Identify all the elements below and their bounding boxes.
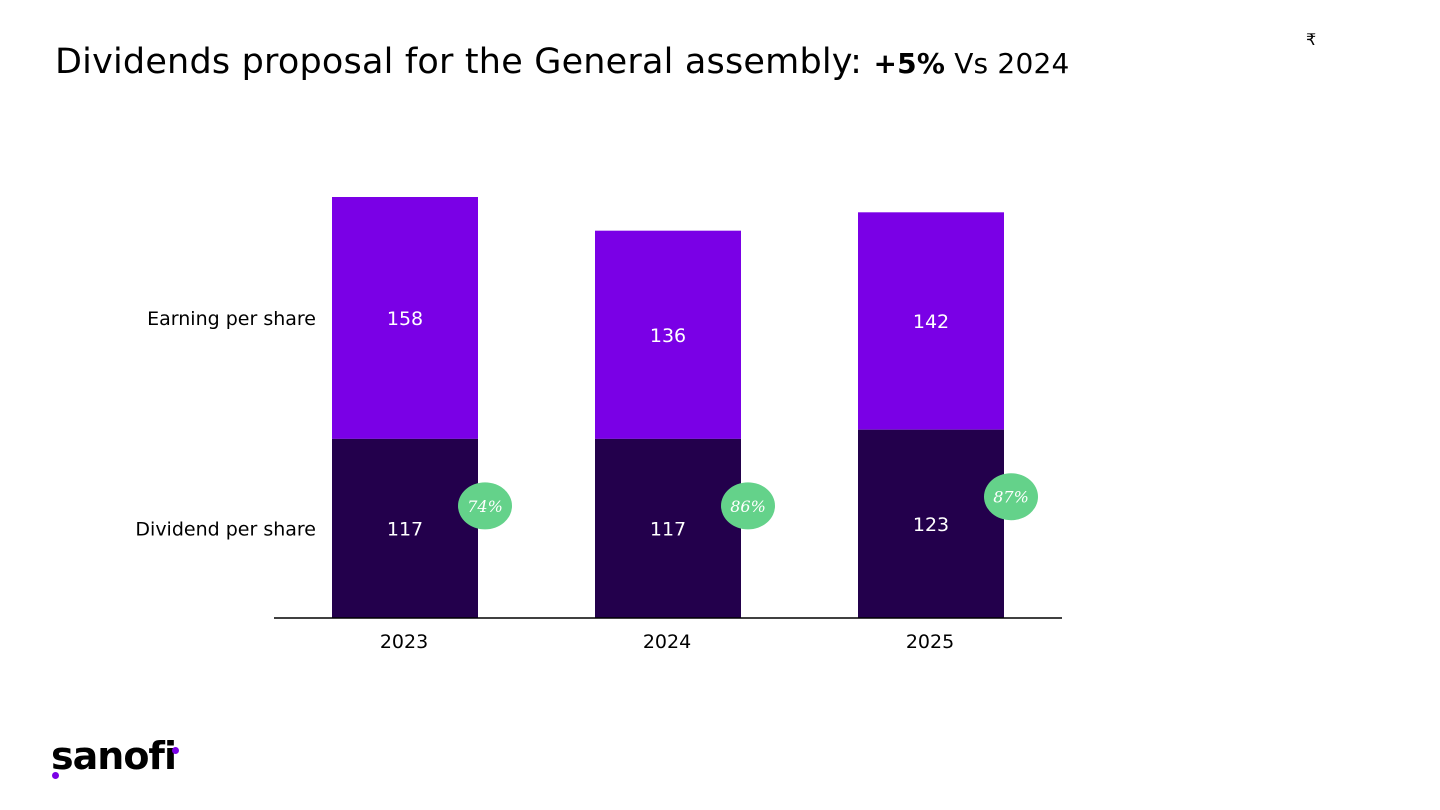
payout-label-2025: 87%: [993, 488, 1029, 507]
logo-dot-left: [52, 772, 59, 779]
bar-eps-2025: [858, 212, 1004, 430]
bar-dividend-2024: [595, 438, 741, 618]
label-dividend-2024: 117: [650, 518, 686, 540]
xtick-2023: 2023: [380, 631, 428, 653]
bar-eps-2024: [595, 230, 741, 439]
payout-bubble-2024: [721, 482, 775, 530]
title-highlight: +5%: [873, 47, 946, 80]
bar-dividend-2023: [332, 438, 478, 618]
payout-label-2023: 74%: [467, 497, 503, 516]
title-main: Dividends proposal for the General assem…: [55, 42, 874, 82]
label-dividend-2023: 117: [387, 518, 423, 540]
logo-dot-right: [172, 747, 179, 754]
label-eps-2024: 136: [650, 325, 686, 347]
label-eps-2025: 142: [913, 311, 949, 333]
label-eps-2023: 158: [387, 308, 423, 330]
payout-bubble-2023: [458, 482, 512, 530]
series-label-dividend: Dividend per share: [135, 518, 316, 540]
slide-title: Dividends proposal for the General assem…: [55, 42, 1070, 82]
xtick-2024: 2024: [643, 631, 691, 653]
label-dividend-2025: 123: [913, 514, 949, 536]
series-label-eps: Earning per share: [147, 308, 316, 330]
sanofi-logo: sanofi: [51, 734, 191, 785]
currency-symbol: ₹: [1306, 30, 1317, 49]
payout-bubble-2025: [984, 473, 1038, 521]
bar-eps-2023: [332, 197, 478, 439]
logo-text: sanofi: [51, 734, 177, 778]
xtick-2025: 2025: [906, 631, 954, 653]
title-suffix: Vs 2024: [945, 47, 1070, 80]
payout-label-2024: 86%: [730, 497, 766, 516]
bar-dividend-2025: [858, 429, 1004, 618]
